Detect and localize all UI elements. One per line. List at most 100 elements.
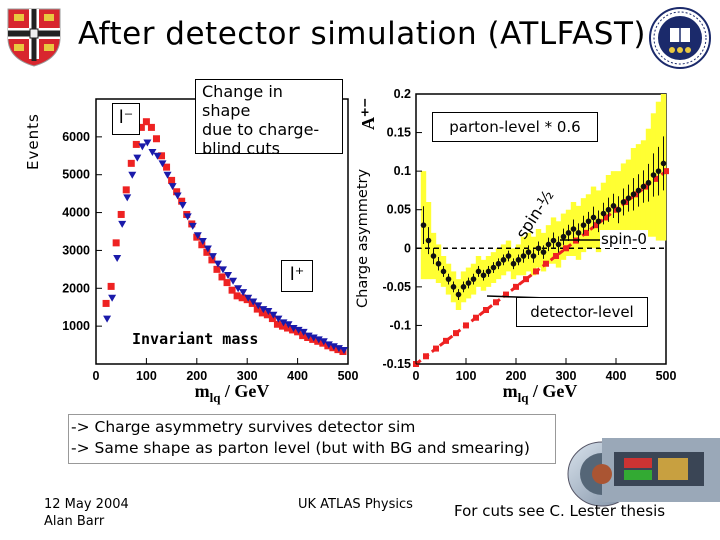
blue-triangle-point bbox=[279, 319, 288, 327]
charge-blind-cuts-callout: Change in shape due to charge- blind cut… bbox=[195, 79, 343, 158]
blue-triangle-point bbox=[304, 332, 313, 340]
red-square-point bbox=[137, 123, 145, 131]
callout-line-2: due to charge- bbox=[202, 120, 320, 139]
detector-level-point bbox=[520, 253, 527, 259]
detector-level-point bbox=[555, 241, 562, 248]
detector-level-point bbox=[660, 160, 667, 167]
red-square-point bbox=[228, 286, 236, 294]
detector-level-point bbox=[440, 268, 447, 275]
blue-triangle-point bbox=[254, 302, 263, 310]
red-square-point bbox=[268, 315, 276, 323]
blue-triangle-point bbox=[188, 222, 197, 230]
detector-level-point bbox=[535, 245, 542, 252]
detector-level-point bbox=[450, 284, 457, 290]
red-square-point bbox=[147, 123, 155, 131]
parton-level-marker bbox=[543, 260, 549, 267]
parton-level-marker bbox=[663, 168, 669, 175]
detector-level-point bbox=[595, 218, 602, 225]
detector-level-point bbox=[540, 249, 547, 255]
blue-triangle-point bbox=[133, 154, 142, 162]
detector-level-point bbox=[620, 199, 627, 205]
left-y-tick-label: 4000 bbox=[62, 206, 90, 220]
footer-date-author: 12 May 2004 Alan Barr bbox=[44, 496, 129, 530]
detector-level-point bbox=[500, 257, 507, 263]
left-x-tick-label: 500 bbox=[338, 369, 359, 383]
detector-level-point bbox=[455, 291, 462, 298]
blue-triangle-point bbox=[224, 272, 233, 280]
detector-level-point bbox=[570, 226, 577, 232]
blue-triangle-point bbox=[108, 294, 117, 302]
summary-bullets: -> Charge asymmetry survives detector si… bbox=[68, 414, 556, 464]
parton-level-label: parton-level * 0.6 bbox=[432, 112, 598, 142]
red-square-point bbox=[203, 248, 211, 256]
bullet-2: -> Same shape as parton level (but with … bbox=[71, 439, 530, 457]
red-square-point bbox=[223, 279, 231, 287]
blue-triangle-point bbox=[203, 245, 212, 253]
red-square-point bbox=[152, 135, 160, 143]
red-square-point bbox=[208, 256, 216, 264]
detector-level-point bbox=[445, 276, 452, 282]
blue-triangle-point bbox=[324, 341, 333, 349]
detector-level-point bbox=[585, 218, 592, 225]
red-square-point bbox=[102, 299, 110, 307]
blue-triangle-point bbox=[339, 346, 348, 354]
left-y-tick-label: 5000 bbox=[62, 168, 90, 182]
detector-level-point bbox=[485, 268, 492, 275]
blue-triangle-point bbox=[118, 220, 127, 228]
blue-triangle-point bbox=[183, 213, 192, 221]
blue-triangle-point bbox=[198, 237, 207, 245]
callout-line-1: Change in shape bbox=[202, 82, 283, 120]
blue-triangle-point bbox=[299, 328, 308, 336]
parton-level-marker bbox=[593, 222, 599, 229]
blue-triangle-point bbox=[143, 139, 152, 147]
detector-level-point bbox=[420, 222, 427, 228]
footer-date: 12 May 2004 bbox=[44, 497, 129, 512]
red-square-point bbox=[168, 176, 176, 184]
detector-level-point bbox=[430, 253, 437, 259]
parton-level-marker bbox=[463, 322, 469, 329]
detector-level-point bbox=[640, 183, 647, 190]
parton-level-marker bbox=[443, 337, 449, 344]
spin0-label: spin-0 bbox=[600, 230, 648, 248]
atlas-detector-image bbox=[567, 438, 720, 507]
blue-triangle-point bbox=[244, 294, 253, 302]
red-square-point bbox=[117, 210, 125, 218]
parton-level-marker bbox=[483, 307, 489, 313]
detector-level-point bbox=[480, 272, 487, 279]
detector-level-point bbox=[560, 233, 567, 240]
l-plus-label: l⁺ bbox=[281, 260, 313, 292]
right-y-tick-label: -0.15 bbox=[383, 357, 412, 371]
blue-triangle-point bbox=[113, 255, 122, 262]
right-x-tick-label: 300 bbox=[556, 369, 577, 383]
parton-level-marker bbox=[583, 229, 589, 236]
red-square-point bbox=[178, 197, 186, 205]
university-shield-logo bbox=[7, 8, 61, 67]
detector-level-point bbox=[610, 203, 617, 209]
parton-level-marker bbox=[533, 268, 539, 275]
detector-level-point bbox=[655, 168, 662, 174]
left-y-tick-label: 6000 bbox=[62, 130, 90, 144]
bullet-1: -> Charge asymmetry survives detector si… bbox=[71, 418, 416, 436]
detector-level-point bbox=[645, 179, 652, 186]
parton-level-marker bbox=[523, 276, 529, 283]
parton-level-marker bbox=[433, 345, 439, 352]
blue-triangle-point bbox=[284, 321, 293, 329]
blue-triangle-point bbox=[239, 289, 248, 297]
left-x-axis-label: mlq / GeV bbox=[195, 381, 270, 405]
right-x-tick-label: 0 bbox=[413, 369, 420, 383]
blue-triangle-point bbox=[259, 306, 268, 314]
detector-level-point bbox=[435, 260, 442, 267]
red-square-point bbox=[273, 320, 281, 328]
left-x-tick-label: 200 bbox=[186, 369, 207, 383]
footer-right: For cuts see C. Lester thesis bbox=[454, 502, 666, 520]
red-square-point bbox=[213, 265, 221, 273]
left-x-tick-label: 300 bbox=[237, 369, 258, 383]
blue-triangle-point bbox=[329, 343, 338, 351]
parton-level-marker bbox=[493, 299, 499, 306]
right-y-tick-label: 0.15 bbox=[387, 126, 411, 140]
blue-triangle-point bbox=[153, 152, 162, 160]
blue-triangle-point bbox=[128, 171, 137, 179]
university-seal-logo bbox=[649, 7, 711, 69]
blue-triangle-point bbox=[173, 192, 182, 200]
left-y-tick-label: 3000 bbox=[62, 243, 90, 257]
